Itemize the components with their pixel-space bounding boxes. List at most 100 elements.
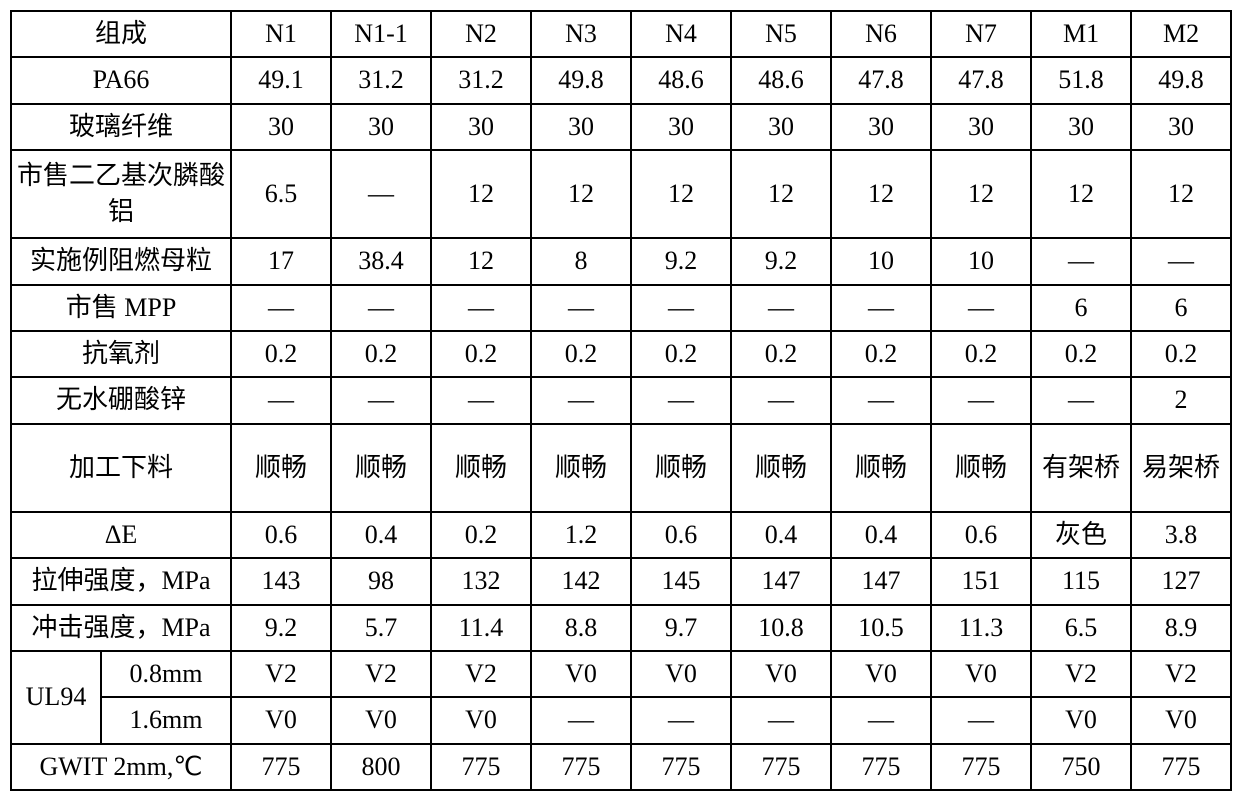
data-cell: — <box>531 697 631 743</box>
data-cell: — <box>831 697 931 743</box>
data-cell: 0.6 <box>631 512 731 558</box>
data-cell: 12 <box>931 150 1031 238</box>
data-cell: V2 <box>431 651 531 697</box>
data-cell: 2 <box>1131 377 1231 423</box>
data-cell: V0 <box>431 697 531 743</box>
data-cell: V0 <box>1031 697 1131 743</box>
data-cell: — <box>1031 238 1131 284</box>
data-cell: 9.2 <box>631 238 731 284</box>
data-cell: — <box>531 285 631 331</box>
data-cell: — <box>331 150 431 238</box>
data-cell: — <box>631 697 731 743</box>
data-cell: 顺畅 <box>631 424 731 512</box>
col-header: N1-1 <box>331 11 431 57</box>
table-row: PA6649.131.231.249.848.648.647.847.851.8… <box>11 57 1231 103</box>
data-cell: 10 <box>831 238 931 284</box>
data-cell: 顺畅 <box>831 424 931 512</box>
data-cell: 顺畅 <box>531 424 631 512</box>
col-header: N2 <box>431 11 531 57</box>
col-header: M2 <box>1131 11 1231 57</box>
data-cell: — <box>931 285 1031 331</box>
data-cell: 8.9 <box>1131 605 1231 651</box>
data-cell: 有架桥 <box>1031 424 1131 512</box>
data-cell: 0.2 <box>1131 331 1231 377</box>
data-cell: 147 <box>731 558 831 604</box>
table-row: 实施例阻燃母粒1738.41289.29.21010—— <box>11 238 1231 284</box>
data-cell: 0.4 <box>731 512 831 558</box>
data-cell: 775 <box>231 744 331 790</box>
data-cell: — <box>831 377 931 423</box>
data-cell: V0 <box>831 651 931 697</box>
data-cell: — <box>431 377 531 423</box>
data-cell: 775 <box>531 744 631 790</box>
data-cell: 30 <box>731 104 831 150</box>
data-cell: 132 <box>431 558 531 604</box>
data-cell: 30 <box>431 104 531 150</box>
data-cell: 12 <box>1031 150 1131 238</box>
data-cell: V2 <box>1031 651 1131 697</box>
table-row: 市售 MPP————————66 <box>11 285 1231 331</box>
data-table: 组成N1N1-1N2N3N4N5N6N7M1M2PA6649.131.231.2… <box>10 10 1232 791</box>
row-label: ΔE <box>11 512 231 558</box>
data-cell: 775 <box>931 744 1031 790</box>
data-cell: — <box>531 377 631 423</box>
table-row: 玻璃纤维30303030303030303030 <box>11 104 1231 150</box>
data-cell: 9.2 <box>231 605 331 651</box>
data-cell: 0.2 <box>831 331 931 377</box>
table-row: GWIT 2mm,℃775800775775775775775775750775 <box>11 744 1231 790</box>
data-cell: 143 <box>231 558 331 604</box>
data-cell: 31.2 <box>431 57 531 103</box>
data-cell: 30 <box>1031 104 1131 150</box>
data-cell: 3.8 <box>1131 512 1231 558</box>
data-cell: 30 <box>531 104 631 150</box>
data-cell: 31.2 <box>331 57 431 103</box>
data-cell: 49.8 <box>1131 57 1231 103</box>
data-cell: 0.2 <box>231 331 331 377</box>
data-cell: 47.8 <box>931 57 1031 103</box>
data-cell: 9.2 <box>731 238 831 284</box>
data-cell: 6.5 <box>231 150 331 238</box>
data-cell: 顺畅 <box>931 424 1031 512</box>
data-cell: 147 <box>831 558 931 604</box>
data-cell: 750 <box>1031 744 1131 790</box>
sub-label: 1.6mm <box>101 697 231 743</box>
row-label: 抗氧剂 <box>11 331 231 377</box>
data-cell: — <box>731 697 831 743</box>
data-cell: — <box>231 377 331 423</box>
data-cell: 127 <box>1131 558 1231 604</box>
data-cell: 顺畅 <box>231 424 331 512</box>
data-cell: 易架桥 <box>1131 424 1231 512</box>
data-cell: 10.8 <box>731 605 831 651</box>
data-cell: 顺畅 <box>331 424 431 512</box>
data-cell: 49.8 <box>531 57 631 103</box>
col-header: N6 <box>831 11 931 57</box>
row-label: 无水硼酸锌 <box>11 377 231 423</box>
table-row: 1.6mmV0V0V0—————V0V0 <box>11 697 1231 743</box>
row-label: 市售 MPP <box>11 285 231 331</box>
data-cell: 51.8 <box>1031 57 1131 103</box>
data-cell: 49.1 <box>231 57 331 103</box>
data-cell: 6 <box>1131 285 1231 331</box>
table-row: ΔE0.60.40.21.20.60.40.40.6灰色3.8 <box>11 512 1231 558</box>
data-cell: — <box>631 377 731 423</box>
data-cell: 48.6 <box>731 57 831 103</box>
data-cell: 48.6 <box>631 57 731 103</box>
data-cell: 11.4 <box>431 605 531 651</box>
table-row: 拉伸强度，MPa14398132142145147147151115127 <box>11 558 1231 604</box>
data-cell: V2 <box>1131 651 1231 697</box>
data-cell: — <box>331 285 431 331</box>
data-cell: — <box>731 285 831 331</box>
data-cell: 8 <box>531 238 631 284</box>
data-cell: 0.2 <box>331 331 431 377</box>
data-cell: 12 <box>431 238 531 284</box>
data-cell: 47.8 <box>831 57 931 103</box>
data-cell: 灰色 <box>1031 512 1131 558</box>
table-row: 组成N1N1-1N2N3N4N5N6N7M1M2 <box>11 11 1231 57</box>
data-cell: 0.2 <box>531 331 631 377</box>
data-cell: 6 <box>1031 285 1131 331</box>
row-label: 玻璃纤维 <box>11 104 231 150</box>
table-row: 加工下料顺畅顺畅顺畅顺畅顺畅顺畅顺畅顺畅有架桥易架桥 <box>11 424 1231 512</box>
data-cell: 11.3 <box>931 605 1031 651</box>
data-cell: — <box>731 377 831 423</box>
data-cell: V0 <box>631 651 731 697</box>
